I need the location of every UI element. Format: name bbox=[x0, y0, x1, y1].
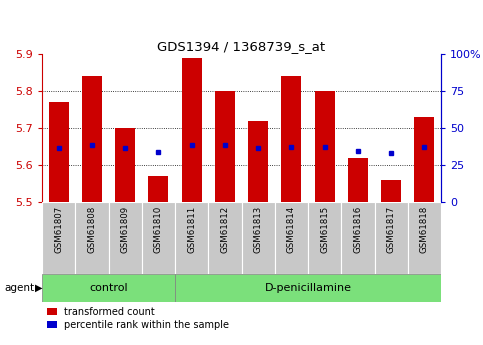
Bar bbox=[109, 202, 142, 274]
Text: ▶: ▶ bbox=[35, 283, 43, 293]
Bar bbox=[414, 117, 434, 202]
Bar bbox=[215, 91, 235, 202]
Text: GSM61813: GSM61813 bbox=[254, 206, 263, 253]
Bar bbox=[248, 121, 268, 202]
Bar bbox=[282, 76, 301, 202]
Text: GSM61814: GSM61814 bbox=[287, 206, 296, 253]
Text: GSM61811: GSM61811 bbox=[187, 206, 196, 253]
Text: agent: agent bbox=[4, 283, 34, 293]
Text: control: control bbox=[89, 283, 128, 293]
Bar bbox=[341, 202, 374, 274]
Bar bbox=[75, 202, 109, 274]
Text: GSM61818: GSM61818 bbox=[420, 206, 429, 253]
Bar bbox=[42, 202, 75, 274]
Text: GSM61809: GSM61809 bbox=[121, 206, 129, 253]
Text: GSM61817: GSM61817 bbox=[386, 206, 396, 253]
Bar bbox=[408, 202, 441, 274]
Bar bbox=[49, 102, 69, 202]
Legend: transformed count, percentile rank within the sample: transformed count, percentile rank withi… bbox=[47, 307, 229, 330]
Text: GSM61812: GSM61812 bbox=[220, 206, 229, 253]
Text: GSM61815: GSM61815 bbox=[320, 206, 329, 253]
Bar bbox=[242, 202, 275, 274]
Bar bbox=[381, 180, 401, 202]
Bar bbox=[182, 58, 201, 202]
Bar bbox=[348, 158, 368, 202]
Text: D-penicillamine: D-penicillamine bbox=[265, 283, 352, 293]
Bar bbox=[374, 202, 408, 274]
Bar bbox=[175, 202, 208, 274]
Text: GSM61816: GSM61816 bbox=[354, 206, 362, 253]
Bar bbox=[42, 274, 175, 302]
Bar bbox=[308, 202, 341, 274]
Bar bbox=[115, 128, 135, 202]
Title: GDS1394 / 1368739_s_at: GDS1394 / 1368739_s_at bbox=[157, 40, 326, 53]
Bar bbox=[82, 76, 102, 202]
Bar bbox=[142, 202, 175, 274]
Bar bbox=[148, 176, 169, 202]
Bar bbox=[175, 274, 441, 302]
Text: GSM61810: GSM61810 bbox=[154, 206, 163, 253]
Text: GSM61807: GSM61807 bbox=[54, 206, 63, 253]
Bar bbox=[314, 91, 335, 202]
Bar bbox=[275, 202, 308, 274]
Bar bbox=[208, 202, 242, 274]
Text: GSM61808: GSM61808 bbox=[87, 206, 97, 253]
